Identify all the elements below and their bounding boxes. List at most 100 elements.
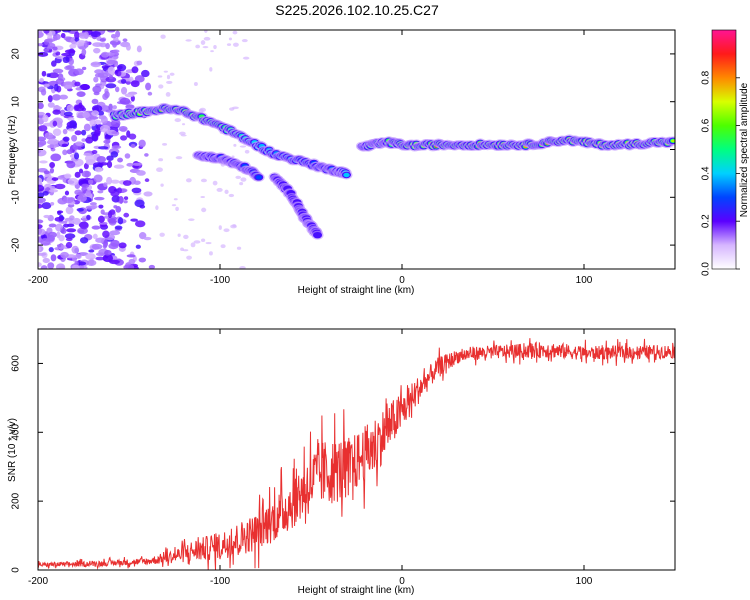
spectrogram-noise-blob xyxy=(89,202,97,206)
spectrogram-noise-blob xyxy=(158,158,164,162)
spectrogram-noise-blob xyxy=(62,136,70,142)
spectrogram-noise-blob xyxy=(97,110,105,116)
spectrogram-noise-blob xyxy=(123,200,128,204)
spectrogram-noise-blob xyxy=(71,264,80,269)
spectrogram-noise-blob xyxy=(117,217,124,225)
spectrogram-noise-blob xyxy=(200,196,206,199)
spectrogram-noise-blob xyxy=(126,254,136,258)
spectrogram-noise-blob xyxy=(175,206,179,211)
y-tick-label: 0 xyxy=(11,567,22,573)
spectrogram-x-label: Height of straight line (km) xyxy=(298,285,415,296)
spectrogram-noise-blob xyxy=(240,177,247,182)
spectrogram-noise-blob xyxy=(77,40,86,44)
spectrogram-noise-blob xyxy=(64,190,70,196)
spectrogram-noise-blob xyxy=(229,107,235,111)
spectrogram-noise-blob xyxy=(72,217,81,225)
spectrogram-noise-blob xyxy=(110,179,120,184)
spectrogram-noise-blob xyxy=(49,167,55,174)
spectrogram-noise-blob xyxy=(160,34,166,39)
spectrogram-noise-blob xyxy=(193,240,201,244)
spectrogram-noise-blob xyxy=(38,141,45,148)
spectrogram-noise-blob xyxy=(52,94,61,101)
y-tick-label: 0 xyxy=(11,146,22,152)
spectrogram-noise-blob xyxy=(91,243,103,250)
spectrogram-noise-blob xyxy=(134,220,146,228)
spectrogram-noise-blob xyxy=(62,197,74,204)
spectrogram-noise-blob xyxy=(232,30,238,35)
spectrogram-noise-blob xyxy=(231,155,235,158)
spectrogram-noise-blob xyxy=(147,91,153,96)
spectrogram-noise-blob xyxy=(69,120,77,128)
spectrogram-noise-blob xyxy=(118,125,128,132)
spectrogram-noise-blob xyxy=(111,145,122,150)
spectrogram-y-label: Frequency (Hz) xyxy=(7,116,18,185)
spectrogram-noise-blob xyxy=(202,46,209,49)
spectrogram-noise-blob xyxy=(111,131,118,135)
spectrogram-noise-blob xyxy=(106,155,114,161)
spectrogram-y-ticks: -20 -10 0 10 20 xyxy=(11,48,675,252)
spectrogram-noise-blob xyxy=(80,84,90,90)
spectrogram-noise-blob xyxy=(66,149,73,155)
spectrogram-noise-blob xyxy=(135,244,141,249)
spectrogram-noise-blob xyxy=(55,223,64,232)
spectrogram-noise-blob xyxy=(138,139,146,148)
spectrogram-noise-blob xyxy=(85,253,96,260)
spectrogram-noise-blob xyxy=(55,78,65,85)
colorbar-label: Normalized spectral amplitude xyxy=(739,82,750,217)
spectrogram-noise-blob xyxy=(102,230,110,238)
spectrogram-noise-blob xyxy=(209,67,213,72)
spectrogram-noise-blob xyxy=(39,78,45,83)
spectrogram-noise-blob xyxy=(93,174,103,183)
spectrogram-noise-blob xyxy=(94,166,103,173)
spectrogram-noise-blob xyxy=(110,151,119,158)
spectrogram-noise-blob xyxy=(48,189,59,193)
spectrogram-noise-blob xyxy=(41,202,52,210)
spectrogram-noise-blob xyxy=(56,210,64,214)
colorbar-tick-label: 0.6 xyxy=(701,118,712,132)
spectrogram-noise-blob xyxy=(120,86,128,95)
spectrogram-noise-blob xyxy=(136,45,142,53)
spectrogram-noise-blob xyxy=(54,216,63,222)
spectrogram-noise-blob xyxy=(78,102,83,109)
spectrogram-noise-blob xyxy=(75,141,83,147)
snr-frame xyxy=(37,328,676,571)
spectrogram-noise-blob xyxy=(126,162,134,167)
spectrogram-noise-blob xyxy=(174,118,182,123)
spectrogram-noise-blob xyxy=(62,149,68,156)
spectrogram-noise-blob xyxy=(92,85,102,94)
spectrogram-noise-blob xyxy=(89,119,97,127)
colorbar-tick-label: 0.0 xyxy=(701,262,712,276)
spectrogram-noise-blob xyxy=(78,32,88,39)
spectrogram-noise-blob xyxy=(58,234,65,242)
spectrogram-noise-blob xyxy=(185,39,192,42)
spectrogram-noise-blob xyxy=(66,228,77,233)
spectrogram-noise-blob xyxy=(42,114,49,123)
spectrogram-noise-blob xyxy=(74,189,83,196)
y-tick-label: 10 xyxy=(11,96,22,108)
y-tick-label: 600 xyxy=(11,355,22,372)
spectrogram-noise-blob xyxy=(236,246,242,250)
spectrogram-noise-blob xyxy=(51,60,57,67)
spectrogram-noise-blob xyxy=(115,86,120,93)
spectrogram-noise-blob xyxy=(56,263,66,269)
spectrogram-noise-blob xyxy=(67,117,75,121)
spectrogram-noise-blob xyxy=(224,189,229,194)
spectrogram-noise-blob xyxy=(228,37,232,41)
spectrogram-noise-blob xyxy=(38,219,44,224)
spectrogram-noise-blob xyxy=(71,245,79,254)
spectrogram-noise-blob xyxy=(60,227,67,234)
spectrogram-noise-blob xyxy=(166,80,173,84)
spectrogram-noise-blob xyxy=(99,162,108,166)
snr-y-label: SNR (10 * v/v) xyxy=(7,418,18,482)
x-tick-label: -100 xyxy=(210,275,230,286)
spectrogram-noise-blob xyxy=(90,61,102,68)
spectrogram-noise-blob xyxy=(43,48,50,53)
spectrogram-noise-blob xyxy=(68,57,75,66)
spectrogram-noise-blob xyxy=(110,191,120,197)
spectrogram-noise-blob xyxy=(226,43,232,47)
spectrogram-noise-blob xyxy=(76,207,84,212)
spectrogram-noise-blob xyxy=(228,193,235,198)
spectrogram-noise-blob xyxy=(162,143,168,146)
spectrogram-noise-blob xyxy=(145,82,152,91)
spectrogram-noise-blob xyxy=(102,254,114,263)
